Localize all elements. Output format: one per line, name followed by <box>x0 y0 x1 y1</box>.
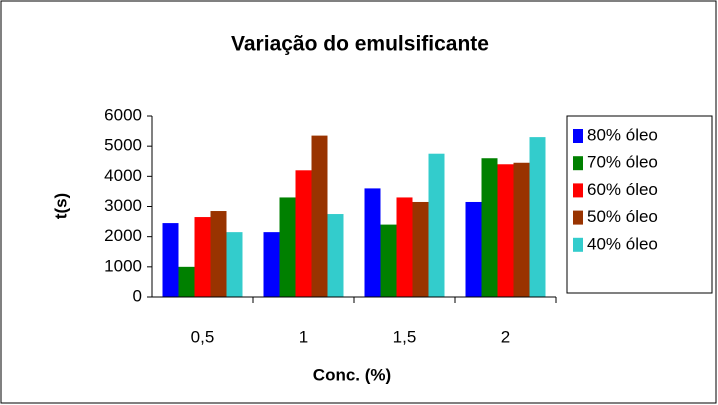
y-tick-label: 5000 <box>104 136 142 155</box>
y-tick-label: 0 <box>133 286 142 305</box>
bar <box>364 188 381 297</box>
legend-swatch <box>573 210 583 225</box>
y-tick-label: 6000 <box>104 105 142 124</box>
bar <box>465 201 482 297</box>
chart-title: Variação do emulsificante <box>231 33 489 56</box>
legend-swatch <box>573 129 583 143</box>
y-tick-label: 2000 <box>104 226 142 245</box>
bar <box>481 158 498 297</box>
legend-label: 60% óleo <box>587 180 658 199</box>
x-tick-label: 1 <box>299 327 308 346</box>
bar <box>327 214 344 297</box>
y-axis-label: t(s) <box>51 193 70 219</box>
legend-swatch <box>573 183 583 198</box>
bar <box>210 211 227 297</box>
bar <box>295 170 312 297</box>
y-tick-label: 4000 <box>104 166 142 185</box>
legend-swatch <box>573 156 583 171</box>
bar <box>513 162 530 297</box>
x-tick-label: 2 <box>501 327 510 346</box>
bar <box>279 197 296 297</box>
legend-swatch <box>573 237 583 252</box>
y-tick-label: 3000 <box>104 196 142 215</box>
bar <box>226 232 243 297</box>
bar <box>380 224 397 297</box>
bar <box>263 232 280 297</box>
bar <box>178 266 195 297</box>
legend-label: 50% óleo <box>587 207 658 226</box>
x-tick-label: 0,5 <box>191 327 215 346</box>
y-tick-label: 1000 <box>104 256 142 275</box>
legend <box>566 115 713 294</box>
x-axis-label: Conc. (%) <box>313 365 391 384</box>
x-tick-label: 1,5 <box>393 327 417 346</box>
bar <box>311 135 328 297</box>
bar <box>529 137 546 297</box>
bar <box>194 217 211 297</box>
legend-label: 70% óleo <box>587 153 658 172</box>
bar <box>162 223 179 297</box>
bar <box>412 201 429 297</box>
bar <box>497 164 514 297</box>
legend-label: 40% óleo <box>587 234 658 253</box>
legend-label: 80% óleo <box>587 125 658 144</box>
bar <box>428 153 445 297</box>
bar <box>396 197 413 297</box>
